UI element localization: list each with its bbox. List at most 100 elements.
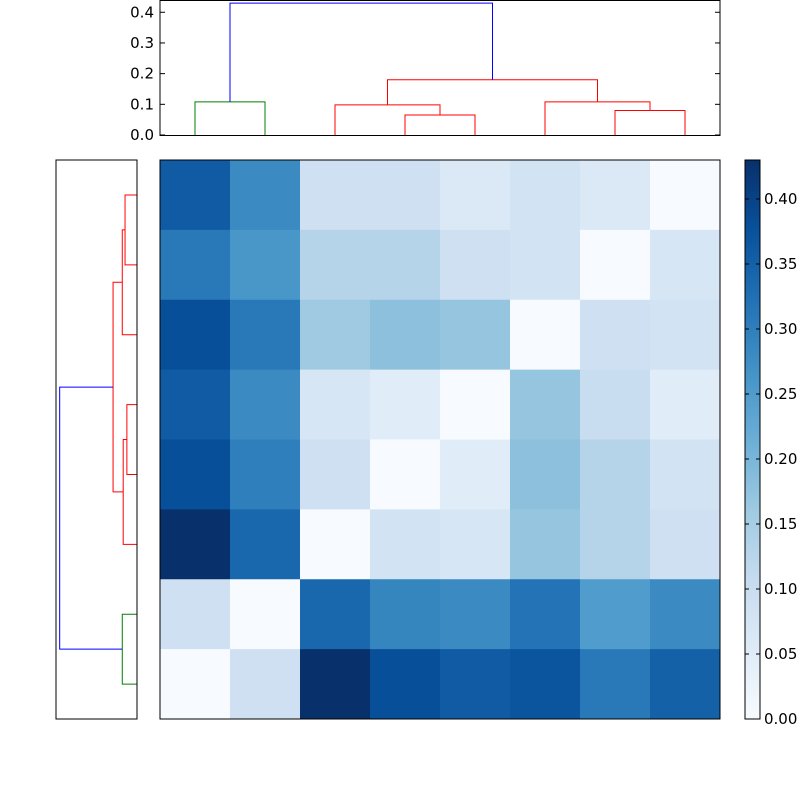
- colorbar-ticks: 0.00 0.05 0.10 0.15 0.20 0.25 0.30 0.35 0.40: [745, 190, 797, 728]
- dendrogram-link: [334, 104, 441, 135]
- heatmap-cell: [370, 229, 441, 301]
- heatmap-cell: [300, 299, 371, 371]
- heatmap-cell: [230, 579, 301, 650]
- dendrogram-link: [122, 439, 137, 545]
- top-dendrogram-y-axis: 0.0 0.1 0.2 0.3 0.4: [130, 3, 720, 144]
- heatmap-cell: [300, 229, 371, 301]
- heatmap-cell: [510, 439, 581, 510]
- colorbar-tick-label: 0.20: [764, 450, 797, 468]
- heatmap-cell: [650, 649, 721, 720]
- heatmap-cell: [580, 439, 651, 510]
- dendrogram-link: [229, 2, 493, 102]
- colorbar-tick-label: 0.40: [764, 190, 797, 208]
- y-tick-label: 0.0: [130, 126, 154, 144]
- heatmap-cell: [370, 439, 441, 510]
- heatmap-cell: [650, 160, 721, 231]
- heatmap-cell: [580, 369, 651, 440]
- top-dendrogram: 0.0 0.1 0.2 0.3 0.4: [130, 0, 721, 144]
- heatmap-cell: [160, 229, 231, 301]
- heatmap-cell: [650, 509, 721, 580]
- heatmap-cell: [300, 579, 371, 650]
- heatmap-cell: [230, 160, 301, 231]
- colorbar-gradient: [744, 159, 761, 720]
- heatmap-cell: [580, 509, 651, 580]
- heatmap-cell: [440, 439, 511, 510]
- colorbar-tick-label: 0.25: [764, 385, 797, 403]
- heatmap-cell: [440, 509, 511, 580]
- dendrogram-link: [121, 229, 137, 336]
- heatmap-cell: [580, 299, 651, 371]
- heatmap-cell: [510, 649, 581, 720]
- heatmap-cell: [300, 439, 371, 510]
- dendrogram-link: [126, 404, 137, 475]
- left-dendrogram-frame: [55, 159, 138, 720]
- heatmap-cell: [160, 160, 231, 231]
- dendrogram-link: [194, 101, 266, 135]
- heatmap-cell: [300, 509, 371, 580]
- heatmap-cell: [370, 299, 441, 371]
- heatmap-cell: [510, 509, 581, 580]
- y-tick-label: 0.2: [130, 65, 154, 83]
- heatmap-cell: [160, 369, 231, 440]
- dendrogram-link: [544, 101, 651, 135]
- heatmap-cell: [160, 649, 231, 720]
- y-tick-label: 0.3: [130, 34, 154, 52]
- colorbar-tick-label: 0.10: [764, 580, 797, 598]
- heatmap-cell: [230, 509, 301, 580]
- heatmap-cell: [370, 649, 441, 720]
- heatmap-cell: [230, 299, 301, 371]
- colorbar-tick-label: 0.00: [764, 710, 797, 728]
- heatmap-cell: [510, 160, 581, 231]
- heatmap-cell: [300, 160, 371, 231]
- heatmap-cell: [160, 299, 231, 371]
- heatmap-cell: [510, 299, 581, 371]
- heatmap-cell: [650, 579, 721, 650]
- heatmap-cell: [160, 509, 231, 580]
- heatmap-cells: [160, 160, 721, 720]
- heatmap-cell: [370, 160, 441, 231]
- heatmap-cell: [580, 649, 651, 720]
- heatmap: [159, 159, 721, 720]
- left-dendrogram-links: [59, 194, 137, 685]
- heatmap-cell: [160, 579, 231, 650]
- heatmap-cell: [440, 369, 511, 440]
- heatmap-frame: [159, 159, 721, 720]
- heatmap-cell: [650, 299, 721, 371]
- heatmap-cell: [440, 299, 511, 371]
- heatmap-cell: [230, 649, 301, 720]
- heatmap-cell: [370, 579, 441, 650]
- colorbar-tick-label: 0.30: [764, 320, 797, 338]
- dendrogram-link: [387, 79, 598, 105]
- heatmap-cell: [300, 369, 371, 440]
- heatmap-cell: [440, 579, 511, 650]
- dendrogram-link: [614, 109, 686, 135]
- heatmap-cell: [440, 649, 511, 720]
- heatmap-cell: [160, 439, 231, 510]
- heatmap-cell: [370, 509, 441, 580]
- dendrogram-link: [124, 194, 137, 266]
- heatmap-cell: [230, 439, 301, 510]
- heatmap-cell: [650, 369, 721, 440]
- heatmap-cell: [370, 369, 441, 440]
- dendrogram-link: [404, 114, 476, 135]
- y-tick-label: 0.1: [130, 95, 154, 113]
- heatmap-cell: [440, 160, 511, 231]
- heatmap-cell: [510, 369, 581, 440]
- top-dendrogram-frame: [159, 0, 721, 136]
- left-dendrogram: [55, 159, 138, 720]
- heatmap-cell: [510, 229, 581, 301]
- dendrogram-link: [59, 386, 123, 650]
- heatmap-cell: [510, 579, 581, 650]
- heatmap-cell: [650, 439, 721, 510]
- heatmap-cell: [230, 229, 301, 301]
- colorbar-tick-label: 0.05: [764, 645, 797, 663]
- heatmap-cell: [580, 229, 651, 301]
- colorbar-tick-label: 0.15: [764, 515, 797, 533]
- heatmap-cell: [650, 229, 721, 301]
- colorbar-tick-label: 0.35: [764, 255, 797, 273]
- colorbar: 0.00 0.05 0.10 0.15 0.20 0.25 0.30 0.35 0.40: [744, 159, 797, 728]
- dendrogram-link: [121, 613, 137, 685]
- heatmap-cell: [440, 229, 511, 301]
- dendrogram-link: [112, 281, 124, 493]
